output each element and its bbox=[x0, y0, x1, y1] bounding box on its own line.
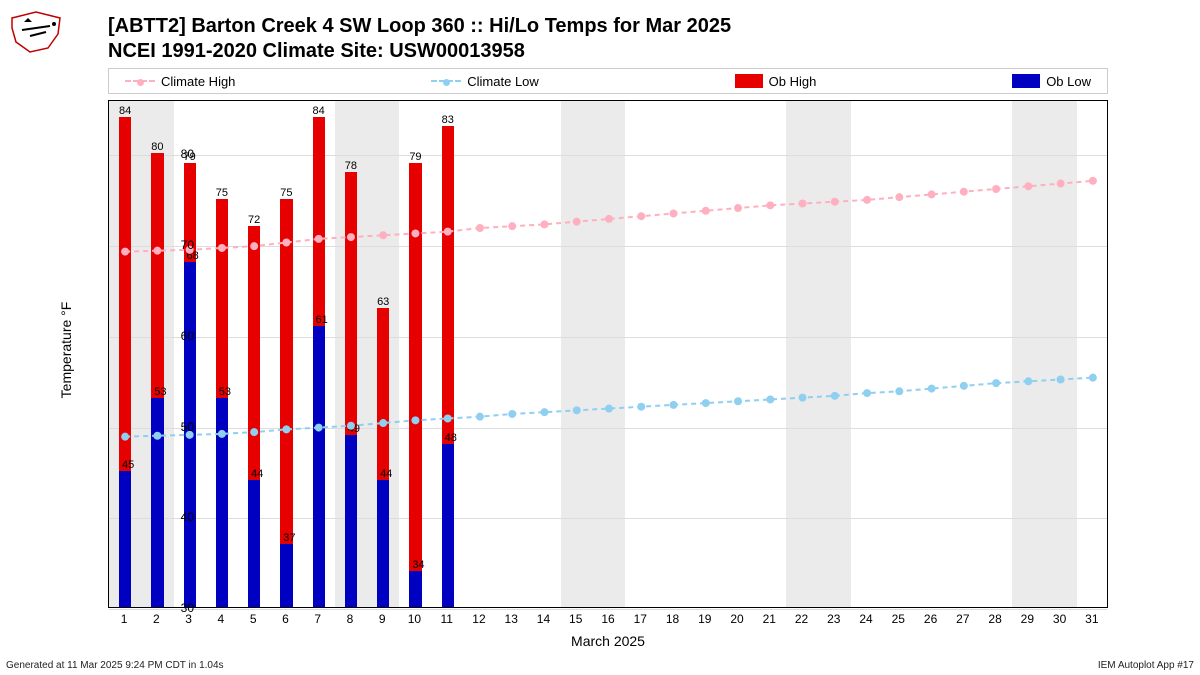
ytick-label: 80 bbox=[181, 147, 194, 161]
xtick-label: 20 bbox=[730, 612, 743, 626]
xtick-label: 28 bbox=[988, 612, 1001, 626]
xtick-label: 11 bbox=[440, 612, 452, 626]
xtick-label: 3 bbox=[185, 612, 192, 626]
legend-ob-high: Ob High bbox=[735, 74, 817, 89]
xtick-label: 7 bbox=[314, 612, 321, 626]
xtick-label: 12 bbox=[472, 612, 485, 626]
xtick-label: 14 bbox=[537, 612, 550, 626]
xtick-label: 21 bbox=[763, 612, 776, 626]
xtick-label: 18 bbox=[666, 612, 679, 626]
x-axis-label: March 2025 bbox=[571, 633, 645, 649]
xtick-label: 10 bbox=[408, 612, 421, 626]
legend-label: Ob Low bbox=[1046, 74, 1091, 89]
xtick-label: 17 bbox=[634, 612, 647, 626]
xtick-label: 31 bbox=[1085, 612, 1098, 626]
xtick-label: 26 bbox=[924, 612, 937, 626]
xtick-label: 2 bbox=[153, 612, 160, 626]
xtick-label: 24 bbox=[859, 612, 872, 626]
xtick-label: 1 bbox=[121, 612, 128, 626]
xtick-label: 8 bbox=[347, 612, 354, 626]
y-axis-label: Temperature °F bbox=[58, 302, 74, 399]
xtick-label: 5 bbox=[250, 612, 257, 626]
xtick-label: 13 bbox=[505, 612, 518, 626]
ytick-label: 40 bbox=[181, 510, 194, 524]
xtick-label: 19 bbox=[698, 612, 711, 626]
legend-climate-low: Climate Low bbox=[431, 74, 539, 89]
title-line-2: NCEI 1991-2020 Climate Site: USW00013958 bbox=[108, 39, 731, 64]
legend-climate-high: Climate High bbox=[125, 74, 235, 89]
legend: Climate High Climate Low Ob High Ob Low bbox=[108, 68, 1108, 94]
xtick-label: 25 bbox=[892, 612, 905, 626]
xtick-label: 29 bbox=[1021, 612, 1034, 626]
ytick-label: 60 bbox=[181, 329, 194, 343]
xtick-label: 22 bbox=[795, 612, 808, 626]
footer-app: IEM Autoplot App #17 bbox=[1098, 660, 1194, 671]
xtick-label: 4 bbox=[218, 612, 225, 626]
xtick-label: 6 bbox=[282, 612, 289, 626]
xtick-label: 16 bbox=[601, 612, 614, 626]
chart-title: [ABTT2] Barton Creek 4 SW Loop 360 :: Hi… bbox=[108, 14, 731, 64]
legend-label: Ob High bbox=[769, 74, 817, 89]
legend-label: Climate Low bbox=[467, 74, 539, 89]
gridline bbox=[109, 609, 1107, 610]
footer-timestamp: Generated at 11 Mar 2025 9:24 PM CDT in … bbox=[6, 660, 224, 671]
climate_low-line bbox=[109, 101, 1109, 609]
legend-label: Climate High bbox=[161, 74, 235, 89]
xtick-label: 23 bbox=[827, 612, 840, 626]
ytick-label: 70 bbox=[181, 238, 194, 252]
title-line-1: [ABTT2] Barton Creek 4 SW Loop 360 :: Hi… bbox=[108, 14, 731, 39]
plot-area: 8480797572758478637983455368534437614944… bbox=[108, 100, 1108, 608]
legend-ob-low: Ob Low bbox=[1012, 74, 1091, 89]
xtick-label: 27 bbox=[956, 612, 969, 626]
xtick-label: 30 bbox=[1053, 612, 1066, 626]
xtick-label: 15 bbox=[569, 612, 582, 626]
ytick-label: 50 bbox=[181, 420, 194, 434]
iem-logo bbox=[8, 8, 64, 56]
xtick-label: 9 bbox=[379, 612, 386, 626]
